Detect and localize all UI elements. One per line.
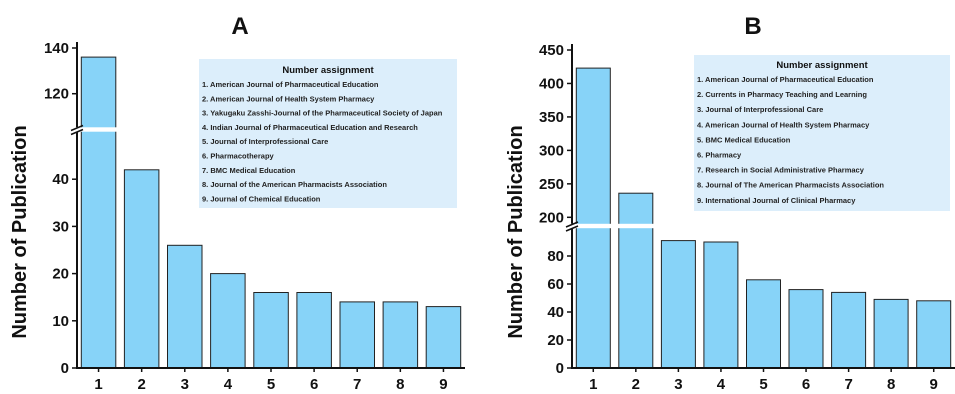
legend-item: 3. Yakugaku Zasshi-Journal of the Pharma… <box>202 109 443 118</box>
x-tick-label: 9 <box>439 376 447 393</box>
bar-2 <box>618 192 654 369</box>
bar-7 <box>339 301 375 369</box>
x-tick-label: 2 <box>632 376 640 393</box>
legend-title: Number assignment <box>776 60 868 71</box>
legend-item: 5. Journal of Interprofessional Care <box>202 137 328 146</box>
x-tick-label: 8 <box>887 376 895 393</box>
bar-8 <box>873 298 909 369</box>
x-tick-label: 3 <box>181 376 189 393</box>
y-tick-label: 0 <box>556 360 564 377</box>
bar-4 <box>210 273 246 369</box>
x-tick-label: 4 <box>717 376 726 393</box>
x-tick-label: 4 <box>224 376 233 393</box>
legend-item: 9. International Journal of Clinical Pha… <box>697 196 856 205</box>
axis-break-mark <box>70 124 84 132</box>
y-tick-label: 10 <box>52 313 69 330</box>
y-axis-label: Number of Publication <box>505 125 527 338</box>
y-tick-label: 40 <box>547 304 564 321</box>
legend-item: 3. Journal of Interprofessional Care <box>697 105 823 114</box>
axis-break-gap <box>566 223 955 229</box>
bar-8 <box>382 301 419 369</box>
bar-5 <box>746 279 781 369</box>
x-tick-label: 6 <box>310 376 318 393</box>
x-tick-label: 7 <box>353 376 361 393</box>
legend: Number assignment 1. American Journal of … <box>199 59 457 208</box>
bar-9 <box>916 300 952 369</box>
y-tick-label: 60 <box>547 276 564 293</box>
legend-item: 2. American Journal of Health System Pha… <box>202 94 375 103</box>
x-tick-label: 3 <box>674 376 682 393</box>
legend-item: 2. Currents in Pharmacy Teaching and Lea… <box>697 90 867 99</box>
x-tick-label: 7 <box>844 376 852 393</box>
legend-item: 8. Journal of The American Pharmacists A… <box>697 181 884 190</box>
legend-item: 1. American Journal of Pharmaceutical Ed… <box>202 80 379 89</box>
y-tick-label: 40 <box>52 171 69 188</box>
panel-label: A <box>231 13 248 40</box>
y-tick-label: 0 <box>61 360 69 377</box>
bar-6 <box>788 289 824 369</box>
x-tick-label: 1 <box>94 376 102 393</box>
legend-item: 7. BMC Medical Education <box>202 166 296 175</box>
y-tick-label: 350 <box>539 109 564 126</box>
legend-item: 7. Research in Social Administrative Pha… <box>697 166 865 175</box>
chart-panel-b: 0 20 40 60 80 200 250 300 350 400 450 1 2 3 4 5 6 7 8 9 Numb… <box>505 13 955 393</box>
bar-1 <box>80 56 117 369</box>
x-tick-label: 2 <box>137 376 145 393</box>
legend-item: 4. American Journal of Health System Pha… <box>697 120 870 129</box>
x-tick-label: 1 <box>589 376 597 393</box>
bar-9 <box>425 306 462 369</box>
y-tick-label: 140 <box>44 40 69 57</box>
legend-item: 8. Journal of the American Pharmacists A… <box>202 180 387 189</box>
legend-title: Number assignment <box>282 65 374 76</box>
bar-5 <box>253 292 289 369</box>
y-tick-label: 450 <box>539 42 564 59</box>
bar-3 <box>167 244 203 369</box>
chart-panel-a: 0 10 20 30 40 120 140 1 2 3 4 5 6 7 8 9 Number of Public… <box>9 13 465 393</box>
y-tick-label: 400 <box>539 75 564 92</box>
bar-7 <box>831 291 867 369</box>
bar-3 <box>660 240 696 369</box>
x-tick-label: 5 <box>759 376 767 393</box>
x-tick-label: 5 <box>267 376 275 393</box>
legend-box <box>199 59 457 208</box>
y-tick-label: 120 <box>44 86 69 103</box>
x-tick-label: 9 <box>930 376 938 393</box>
legend-item: 4. Indian Journal of Pharmaceutical Educ… <box>202 123 418 132</box>
y-tick-label: 80 <box>547 248 564 265</box>
y-tick-label: 30 <box>52 218 69 235</box>
axis-break-mark <box>565 221 579 228</box>
legend-item: 9. Journal of Chemical Education <box>202 194 321 203</box>
legend-item: 5. BMC Medical Education <box>697 135 791 144</box>
bar-4 <box>703 241 739 369</box>
bar-2 <box>123 169 160 369</box>
y-axis-label: Number of Publication <box>9 125 31 338</box>
y-tick-label: 250 <box>539 176 564 193</box>
x-tick-label: 6 <box>802 376 810 393</box>
bar-6 <box>296 292 332 369</box>
legend: Number assignment 1. American Journal of … <box>694 55 950 211</box>
y-tick-label: 20 <box>547 332 564 349</box>
y-tick-label: 20 <box>52 266 69 283</box>
legend-item: 1. American Journal of Pharmaceutical Ed… <box>697 75 874 84</box>
y-tick-label: 300 <box>539 142 564 159</box>
legend-item: 6. Pharmacotherapy <box>202 152 275 161</box>
x-tick-label: 8 <box>396 376 404 393</box>
panel-label: B <box>744 13 761 40</box>
legend-box <box>694 55 950 211</box>
bar-1 <box>575 67 611 369</box>
legend-item: 6. Pharmacy <box>697 151 742 160</box>
y-tick-label: 200 <box>539 209 564 226</box>
